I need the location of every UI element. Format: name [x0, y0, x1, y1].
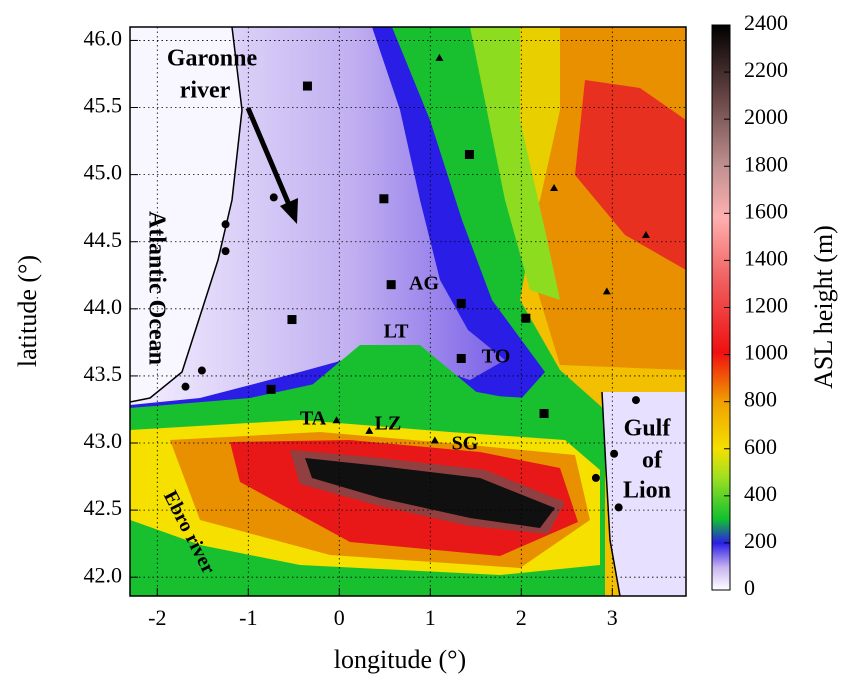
colorbar-label: ASL height (m) — [809, 225, 838, 389]
site-triangle — [435, 53, 444, 61]
grid — [130, 27, 686, 596]
site-square — [464, 149, 474, 159]
annotation: AG — [409, 273, 439, 295]
colorbar-tick-label: 1600 — [744, 198, 788, 223]
y-tick-label: 42.5 — [84, 495, 123, 520]
annotation: river — [180, 78, 231, 104]
annotation: of — [642, 448, 663, 474]
site-triangle — [332, 416, 341, 424]
x-tick-label: 3 — [607, 605, 618, 630]
site-circle — [221, 247, 230, 256]
colorbar-tick-label: 600 — [744, 434, 777, 459]
arrow-head — [280, 198, 298, 224]
annotation: Gulf — [624, 416, 672, 442]
markers — [181, 53, 650, 512]
site-circle — [181, 382, 190, 391]
y-tick-label: 43.5 — [84, 361, 123, 386]
site-square — [386, 280, 396, 290]
site-triangle — [365, 426, 374, 434]
plot-frame — [129, 26, 687, 597]
site-triangle — [550, 184, 559, 192]
colorbar-tick-label: 400 — [744, 481, 777, 506]
site-square — [379, 194, 389, 204]
site-triangle — [641, 231, 650, 239]
x-tick-label: 0 — [334, 605, 345, 630]
site-circle — [631, 396, 640, 405]
colorbar-tick-label: 1000 — [744, 340, 788, 365]
site-circle — [221, 220, 230, 229]
site-circle — [197, 366, 206, 375]
y-tick-label: 46.0 — [84, 25, 123, 50]
colorbar-tick-label: 0 — [744, 575, 755, 600]
site-square — [539, 408, 549, 418]
colorbar-tick-label: 1200 — [744, 293, 788, 318]
site-triangle — [430, 436, 439, 444]
terrain — [130, 27, 686, 596]
annotation: Garonne — [167, 46, 258, 72]
site-square — [302, 81, 312, 91]
x-tick-label: -1 — [239, 605, 257, 630]
annotation: Atlantic Ocean — [143, 211, 169, 365]
y-tick-label: 45.5 — [84, 93, 123, 118]
y-axis-label: latitude (°) — [13, 255, 42, 367]
site-circle — [591, 473, 600, 482]
annotation: SG — [452, 433, 479, 455]
site-square — [521, 313, 531, 323]
colorbar-tick-label: 800 — [744, 387, 777, 412]
x-tick-label: 1 — [425, 605, 436, 630]
site-square — [456, 353, 466, 363]
colorbar-tick-label: 2400 — [744, 10, 788, 35]
annotation: LT — [384, 321, 410, 343]
y-tick-label: 43.0 — [84, 428, 123, 453]
annotation: Lion — [623, 478, 671, 504]
site-circle — [614, 503, 623, 512]
colorbar-tick-label: 2200 — [744, 57, 788, 82]
annotation: TA — [300, 408, 327, 430]
x-tick-label: 2 — [516, 605, 527, 630]
colorbar-tick-label: 1800 — [744, 151, 788, 176]
arrow-shaft — [245, 107, 293, 208]
y-tick-label: 42.0 — [84, 562, 123, 587]
x-axis-label: longitude (°) — [334, 645, 466, 674]
y-tick-label: 44.0 — [84, 294, 123, 319]
site-square — [266, 384, 276, 394]
colorbar-tick-label: 200 — [744, 528, 777, 553]
site-circle — [269, 193, 278, 202]
colorbar-tick-label: 1400 — [744, 245, 788, 270]
site-triangle — [602, 287, 611, 295]
annotation: LZ — [375, 413, 402, 435]
y-tick-label: 45.0 — [84, 160, 123, 185]
site-square — [287, 315, 297, 325]
site-square — [456, 298, 466, 308]
y-tick-label: 44.5 — [84, 227, 123, 252]
colorbar-tick-label: 2000 — [744, 104, 788, 129]
annotation: TO — [482, 346, 511, 368]
site-circle — [610, 449, 619, 458]
x-tick-label: -2 — [148, 605, 166, 630]
